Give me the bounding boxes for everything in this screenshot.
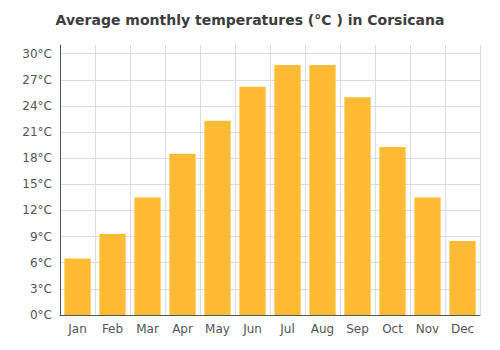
svg-text:15°C: 15°C (22, 177, 52, 191)
svg-text:3°C: 3°C (30, 282, 52, 296)
svg-text:Jun: Jun (242, 322, 262, 336)
svg-text:24°C: 24°C (22, 99, 52, 113)
svg-text:Dec: Dec (451, 322, 474, 336)
svg-text:12°C: 12°C (22, 203, 52, 217)
svg-text:Apr: Apr (172, 322, 193, 336)
svg-text:18°C: 18°C (22, 151, 52, 165)
svg-text:9°C: 9°C (30, 230, 52, 244)
svg-text:Oct: Oct (382, 322, 403, 336)
svg-text:0°C: 0°C (30, 308, 52, 322)
svg-text:30°C: 30°C (22, 47, 52, 61)
svg-text:Nov: Nov (416, 322, 439, 336)
svg-text:Sep: Sep (346, 322, 369, 336)
svg-text:6°C: 6°C (30, 256, 52, 270)
svg-text:21°C: 21°C (22, 125, 52, 139)
svg-text:Jan: Jan (67, 322, 87, 336)
svg-text:Aug: Aug (311, 322, 334, 336)
svg-text:Feb: Feb (102, 322, 123, 336)
svg-text:Mar: Mar (136, 322, 159, 336)
svg-text:Average monthly temperatures (: Average monthly temperatures (°C ) in Co… (56, 12, 445, 28)
svg-text:27°C: 27°C (22, 73, 52, 87)
svg-text:Jul: Jul (279, 322, 294, 336)
svg-text:May: May (205, 322, 230, 336)
